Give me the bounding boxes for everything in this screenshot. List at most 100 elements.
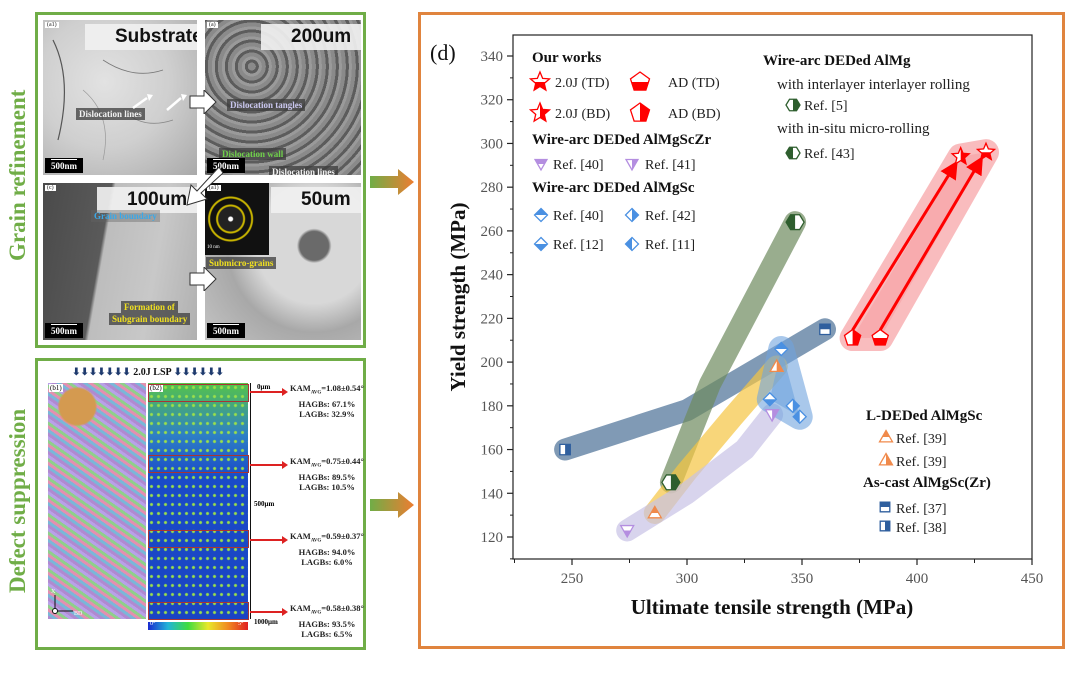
arrow-head-icon: [282, 461, 288, 469]
depth-axis: [250, 383, 251, 619]
tem-tag: (a): [207, 22, 218, 28]
data-point: [661, 474, 681, 491]
tem-tag: (a1): [45, 22, 59, 28]
legend-group-title: Wire-arc DEDed AlMgSc: [532, 180, 695, 196]
marker-fill: [980, 152, 992, 160]
marker-outline: [528, 70, 552, 92]
legend-marker: [528, 101, 552, 123]
coordinate-axes-icon: [52, 595, 73, 614]
marker-fill: [793, 410, 800, 424]
marker-fill: [776, 359, 784, 372]
grain-refinement-panel: (a1) Substrate Dislocation lines 500nm (…: [35, 12, 366, 348]
hagbs-value: HAGBs: 93.5%: [298, 618, 356, 629]
marker-fill: [786, 147, 793, 159]
data-point: [769, 358, 785, 372]
highlight-bands: [554, 139, 999, 542]
x-tick-label: 450: [1021, 571, 1044, 587]
kam-value: KAMAVG=0.59±0.37°: [290, 531, 364, 544]
y-tick-label: 180: [481, 399, 504, 415]
marker-fill: [793, 99, 800, 111]
data-point: [843, 328, 862, 346]
tem-tag: (a1): [207, 185, 221, 191]
marker-fill: [632, 208, 639, 222]
evolution-arrow: [878, 156, 983, 331]
tem-note: Formation of: [121, 301, 178, 313]
colorbar-max: 5°: [238, 621, 244, 627]
kam-zone-stats: KAMAVG=0.75±0.44° HAGBs: 89.5% LAGBs: 10.5…: [288, 456, 366, 492]
data-point: [819, 323, 831, 336]
ebsd-kam-map: [148, 383, 248, 619]
tem-note: Dislocation lines: [269, 166, 338, 175]
legend-entry: Ref. [40]: [553, 158, 604, 173]
legend-marker: [878, 429, 894, 443]
zone-box: [148, 455, 249, 473]
marker-fill: [852, 329, 861, 345]
kam-value: KAMAVG=0.58±0.38°: [290, 603, 364, 616]
data-point: [762, 391, 778, 407]
pink-band: [839, 139, 999, 352]
tem-note: Subgrain boundary: [109, 313, 191, 325]
x-axis-label: Ultimate tensile strength (MPa): [631, 595, 913, 619]
legend-entry: Ref. [12]: [553, 238, 604, 253]
marker-fill: [565, 444, 571, 455]
hagbs-value: HAGBs: 89.5%: [298, 471, 356, 482]
tem-note: Dislocation wall: [219, 148, 287, 160]
down-left-arrow-icon: [186, 166, 223, 206]
legend-marker: [528, 70, 552, 92]
data-point: [619, 524, 635, 539]
legend-marker: [533, 236, 549, 252]
depth-tick-label: 0μm: [257, 383, 271, 391]
axis-x-label: X: [51, 589, 56, 595]
x-tick-label: 250: [561, 571, 584, 587]
y-tick-label: 120: [481, 530, 504, 546]
legend-entry: Ref. [39]: [896, 432, 947, 447]
y-tick-label: 240: [481, 268, 504, 284]
y-axis-label: Yield strength (MPa): [446, 203, 470, 392]
lsp-label: 2.0J LSP: [133, 367, 172, 378]
tem-tag: (c): [45, 185, 56, 191]
legend-subtitle: with interlayer interlayer rolling: [777, 77, 970, 93]
dislocation-texture: [52, 39, 174, 161]
lagbs-value: LAGBs: 6.0%: [301, 556, 353, 567]
y-tick-label: 160: [481, 443, 504, 459]
data-point: [559, 443, 571, 456]
y-tick-label: 280: [481, 180, 504, 196]
legend-marker: [624, 158, 640, 172]
x-tick-label: 350: [791, 571, 814, 587]
marker-fill: [792, 399, 800, 413]
y-tick-label: 340: [481, 49, 504, 65]
evolution-arrows: [851, 156, 983, 331]
lagbs-value: LAGBs: 32.9%: [299, 408, 355, 419]
kam-zone-stats: KAMAVG=0.58±0.38° HAGBs: 93.5% LAGBs: 6.5%: [288, 603, 366, 639]
data-point: [792, 409, 808, 425]
tem-image-50um: (a1) 50um Submicro-grains 10 nm 500nm: [205, 183, 361, 340]
diffraction-pattern: [205, 183, 269, 255]
marker-fill: [640, 103, 650, 122]
green-orange-arrow-icon: [370, 169, 414, 195]
y-tick-label: 260: [481, 224, 504, 240]
legend-marker: [533, 207, 549, 223]
kam-value: KAMAVG=1.08±0.54°: [290, 383, 364, 396]
zone-box: [148, 530, 249, 548]
y-tick-label: 220: [481, 311, 504, 327]
marker-fill: [632, 159, 638, 170]
marker-fill: [631, 82, 649, 91]
y-tick-label: 300: [481, 136, 504, 152]
arrow-head-icon: [282, 536, 288, 544]
tem-title: Substrate: [85, 24, 197, 50]
marker-fill: [763, 399, 777, 406]
marker-fill: [535, 159, 547, 164]
legend-group-title: Wire-arc DEDed AlMg: [763, 53, 911, 69]
marker-fill: [882, 430, 890, 437]
evolution-arrow: [851, 160, 958, 331]
green-orange-arrow-icon: [370, 492, 414, 518]
legend-group-title: Our works: [532, 50, 601, 66]
y-tick-label: 140: [481, 486, 504, 502]
legend-entry: AD (BD): [668, 107, 721, 122]
legend-entry: Ref. [42]: [645, 209, 696, 224]
legend-entry: Ref. [37]: [896, 502, 947, 517]
marker-fill: [534, 208, 548, 215]
white-arrow-icon: [132, 94, 187, 111]
marker-fill: [625, 237, 632, 251]
tem-note: Grain boundary: [91, 210, 160, 222]
